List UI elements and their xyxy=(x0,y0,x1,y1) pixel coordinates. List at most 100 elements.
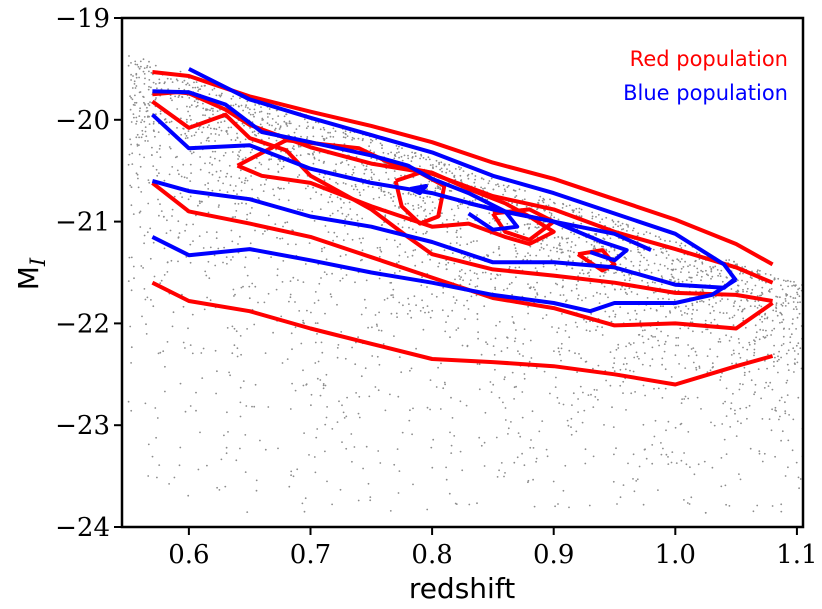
scatter-point xyxy=(324,450,326,453)
scatter-point xyxy=(277,447,279,450)
scatter-point xyxy=(310,404,312,407)
scatter-point xyxy=(612,366,614,369)
scatter-point xyxy=(129,108,132,111)
scatter-point xyxy=(561,227,564,230)
scatter-point xyxy=(183,176,186,179)
scatter-point xyxy=(277,115,280,117)
scatter-point xyxy=(786,379,789,382)
scatter-point xyxy=(278,158,281,161)
scatter-point xyxy=(226,133,229,135)
scatter-point xyxy=(787,302,790,305)
scatter-point xyxy=(422,197,425,200)
scatter-point xyxy=(742,272,744,275)
scatter-point xyxy=(319,379,322,381)
scatter-point xyxy=(319,394,322,397)
scatter-point xyxy=(603,285,606,288)
scatter-point xyxy=(288,120,291,123)
scatter-point xyxy=(621,228,623,231)
scatter-point xyxy=(759,318,761,321)
scatter-point xyxy=(474,185,476,188)
scatter-point xyxy=(508,283,511,286)
scatter-point xyxy=(434,190,437,192)
scatter-point xyxy=(535,460,537,463)
scatter-point xyxy=(586,272,589,275)
scatter-point xyxy=(709,312,712,315)
scatter-point xyxy=(412,249,415,252)
scatter-point xyxy=(536,293,539,296)
scatter-point xyxy=(140,265,143,267)
scatter-point xyxy=(643,256,645,259)
scatter-point xyxy=(655,327,658,330)
scatter-point xyxy=(807,395,809,397)
scatter-point xyxy=(510,421,512,423)
scatter-point xyxy=(805,341,807,343)
scatter-point xyxy=(643,233,645,236)
scatter-point xyxy=(396,246,399,248)
scatter-point xyxy=(189,195,192,198)
scatter-point xyxy=(552,246,555,249)
scatter-point xyxy=(138,67,141,70)
scatter-point xyxy=(739,407,742,410)
scatter-point xyxy=(665,250,668,253)
scatter-point xyxy=(669,310,671,313)
scatter-point xyxy=(459,450,462,453)
scatter-point xyxy=(171,166,174,168)
scatter-point xyxy=(541,239,544,242)
scatter-point xyxy=(177,96,180,98)
scatter-point xyxy=(322,137,325,140)
scatter-point xyxy=(805,372,807,374)
scatter-point xyxy=(459,174,462,177)
scatter-point xyxy=(701,270,704,273)
scatter-point xyxy=(719,341,722,343)
scatter-point xyxy=(427,311,430,314)
scatter-point xyxy=(130,79,133,81)
scatter-point xyxy=(706,328,709,331)
scatter-point xyxy=(561,286,564,289)
scatter-point xyxy=(350,218,353,221)
scatter-point xyxy=(597,398,599,401)
scatter-point xyxy=(484,187,486,190)
scatter-point xyxy=(192,240,194,243)
scatter-point xyxy=(458,168,461,171)
scatter-point xyxy=(558,242,561,245)
scatter-point xyxy=(683,312,686,314)
scatter-point xyxy=(189,163,192,166)
scatter-point xyxy=(633,490,636,493)
scatter-point xyxy=(567,259,570,262)
scatter-point xyxy=(645,457,648,460)
scatter-point xyxy=(722,402,725,405)
scatter-point xyxy=(555,268,558,271)
scatter-point xyxy=(249,151,252,154)
scatter-point xyxy=(797,396,800,399)
scatter-point xyxy=(182,341,185,344)
scatter-point xyxy=(572,260,574,262)
scatter-point xyxy=(264,448,267,451)
scatter-point xyxy=(575,284,578,286)
scatter-point xyxy=(212,110,214,112)
scatter-point xyxy=(243,124,245,127)
scatter-point xyxy=(795,284,797,286)
scatter-point xyxy=(138,153,141,156)
scatter-point xyxy=(771,329,773,332)
scatter-point xyxy=(381,144,383,147)
scatter-point xyxy=(316,428,319,430)
scatter-point xyxy=(750,292,752,295)
scatter-point xyxy=(403,154,406,157)
scatter-point xyxy=(798,287,801,290)
scatter-point xyxy=(711,275,714,278)
scatter-point xyxy=(605,248,608,251)
scatter-point xyxy=(778,350,780,353)
scatter-point xyxy=(712,266,715,269)
scatter-point xyxy=(178,94,181,97)
scatter-point xyxy=(196,101,199,104)
scatter-point xyxy=(529,245,532,248)
scatter-point xyxy=(741,279,743,282)
scatter-point xyxy=(282,260,285,262)
scatter-point xyxy=(513,386,516,389)
scatter-point xyxy=(517,432,520,434)
scatter-point xyxy=(135,123,138,125)
scatter-point xyxy=(438,262,441,265)
scatter-point xyxy=(322,384,325,387)
scatter-point xyxy=(614,315,616,318)
scatter-point xyxy=(208,116,211,119)
